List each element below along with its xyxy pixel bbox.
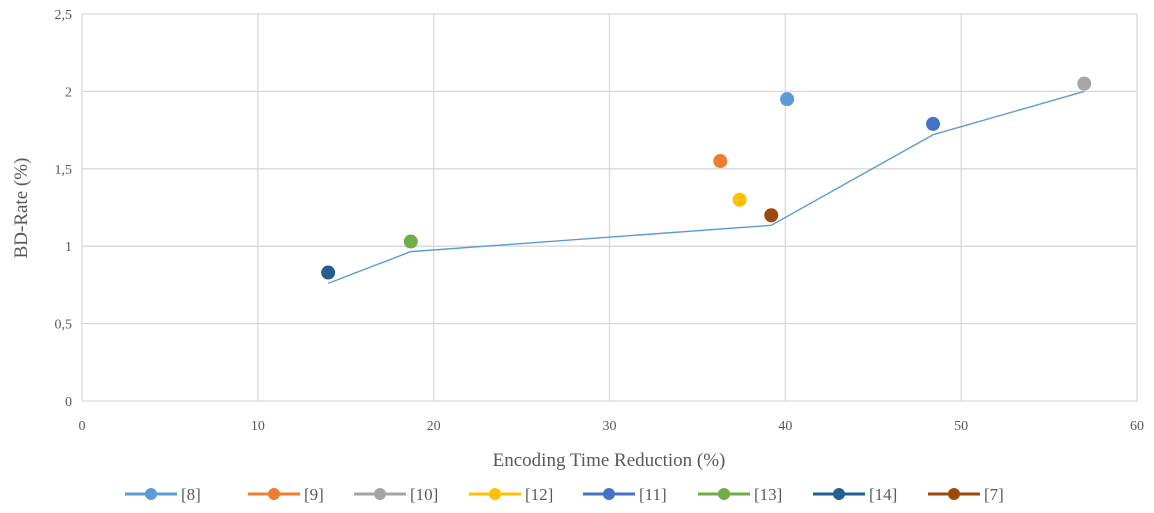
legend-marker	[374, 488, 386, 500]
data-points	[321, 76, 1092, 280]
legend-marker	[145, 488, 157, 500]
legend-marker	[833, 488, 845, 500]
legend-item: [12]	[469, 485, 553, 504]
x-tick-label: 60	[1130, 419, 1144, 434]
legend-marker	[948, 488, 960, 500]
y-tick-label: 0,5	[55, 318, 73, 333]
x-axis-ticks: 0 10 20 30 40 50 60	[79, 419, 1145, 434]
legend-label: [8]	[181, 485, 201, 504]
y-tick-label: 0	[65, 395, 72, 410]
data-point	[780, 92, 795, 107]
legend-label: [13]	[754, 485, 782, 504]
legend-marker	[489, 488, 501, 500]
y-tick-label: 1	[65, 240, 72, 255]
legend: [8] [9] [10] [12] [11] [13] [14] [7]	[125, 485, 1004, 504]
legend-marker	[268, 488, 280, 500]
x-tick-label: 40	[778, 419, 792, 434]
x-tick-label: 50	[954, 419, 968, 434]
y-tick-label: 2,5	[55, 8, 73, 23]
legend-marker	[718, 488, 730, 500]
y-tick-label: 2	[65, 85, 72, 100]
data-point	[713, 154, 728, 169]
legend-item: [10]	[354, 485, 438, 504]
x-tick-label: 30	[603, 419, 617, 434]
y-axis-ticks: 0 0,5 1 1,5 2 2,5	[55, 8, 73, 410]
y-tick-label: 1,5	[55, 163, 73, 178]
legend-item: [8]	[125, 485, 201, 504]
x-tick-label: 10	[251, 419, 265, 434]
legend-label: [10]	[410, 485, 438, 504]
frontier-line	[327, 90, 1085, 285]
data-point	[732, 192, 747, 207]
x-axis-label: Encoding Time Reduction (%)	[493, 450, 726, 471]
legend-item: [7]	[928, 485, 1004, 504]
y-axis-label: BD-Rate (%)	[11, 158, 32, 259]
legend-item: [13]	[698, 485, 782, 504]
legend-item: [14]	[813, 485, 897, 504]
legend-marker	[603, 488, 615, 500]
data-point	[321, 265, 336, 280]
legend-label: [9]	[304, 485, 324, 504]
frontier-line-group	[327, 90, 1085, 285]
data-point	[403, 234, 418, 249]
x-tick-label: 20	[427, 419, 441, 434]
data-point	[926, 116, 941, 131]
legend-item: [11]	[583, 485, 667, 504]
legend-item: [9]	[248, 485, 324, 504]
legend-label: [14]	[869, 485, 897, 504]
x-tick-label: 0	[79, 419, 86, 434]
grid-lines	[81, 13, 1138, 402]
legend-label: [12]	[525, 485, 553, 504]
legend-label: [11]	[639, 485, 667, 504]
legend-label: [7]	[984, 485, 1004, 504]
data-point	[1077, 76, 1092, 91]
data-point	[764, 208, 779, 223]
